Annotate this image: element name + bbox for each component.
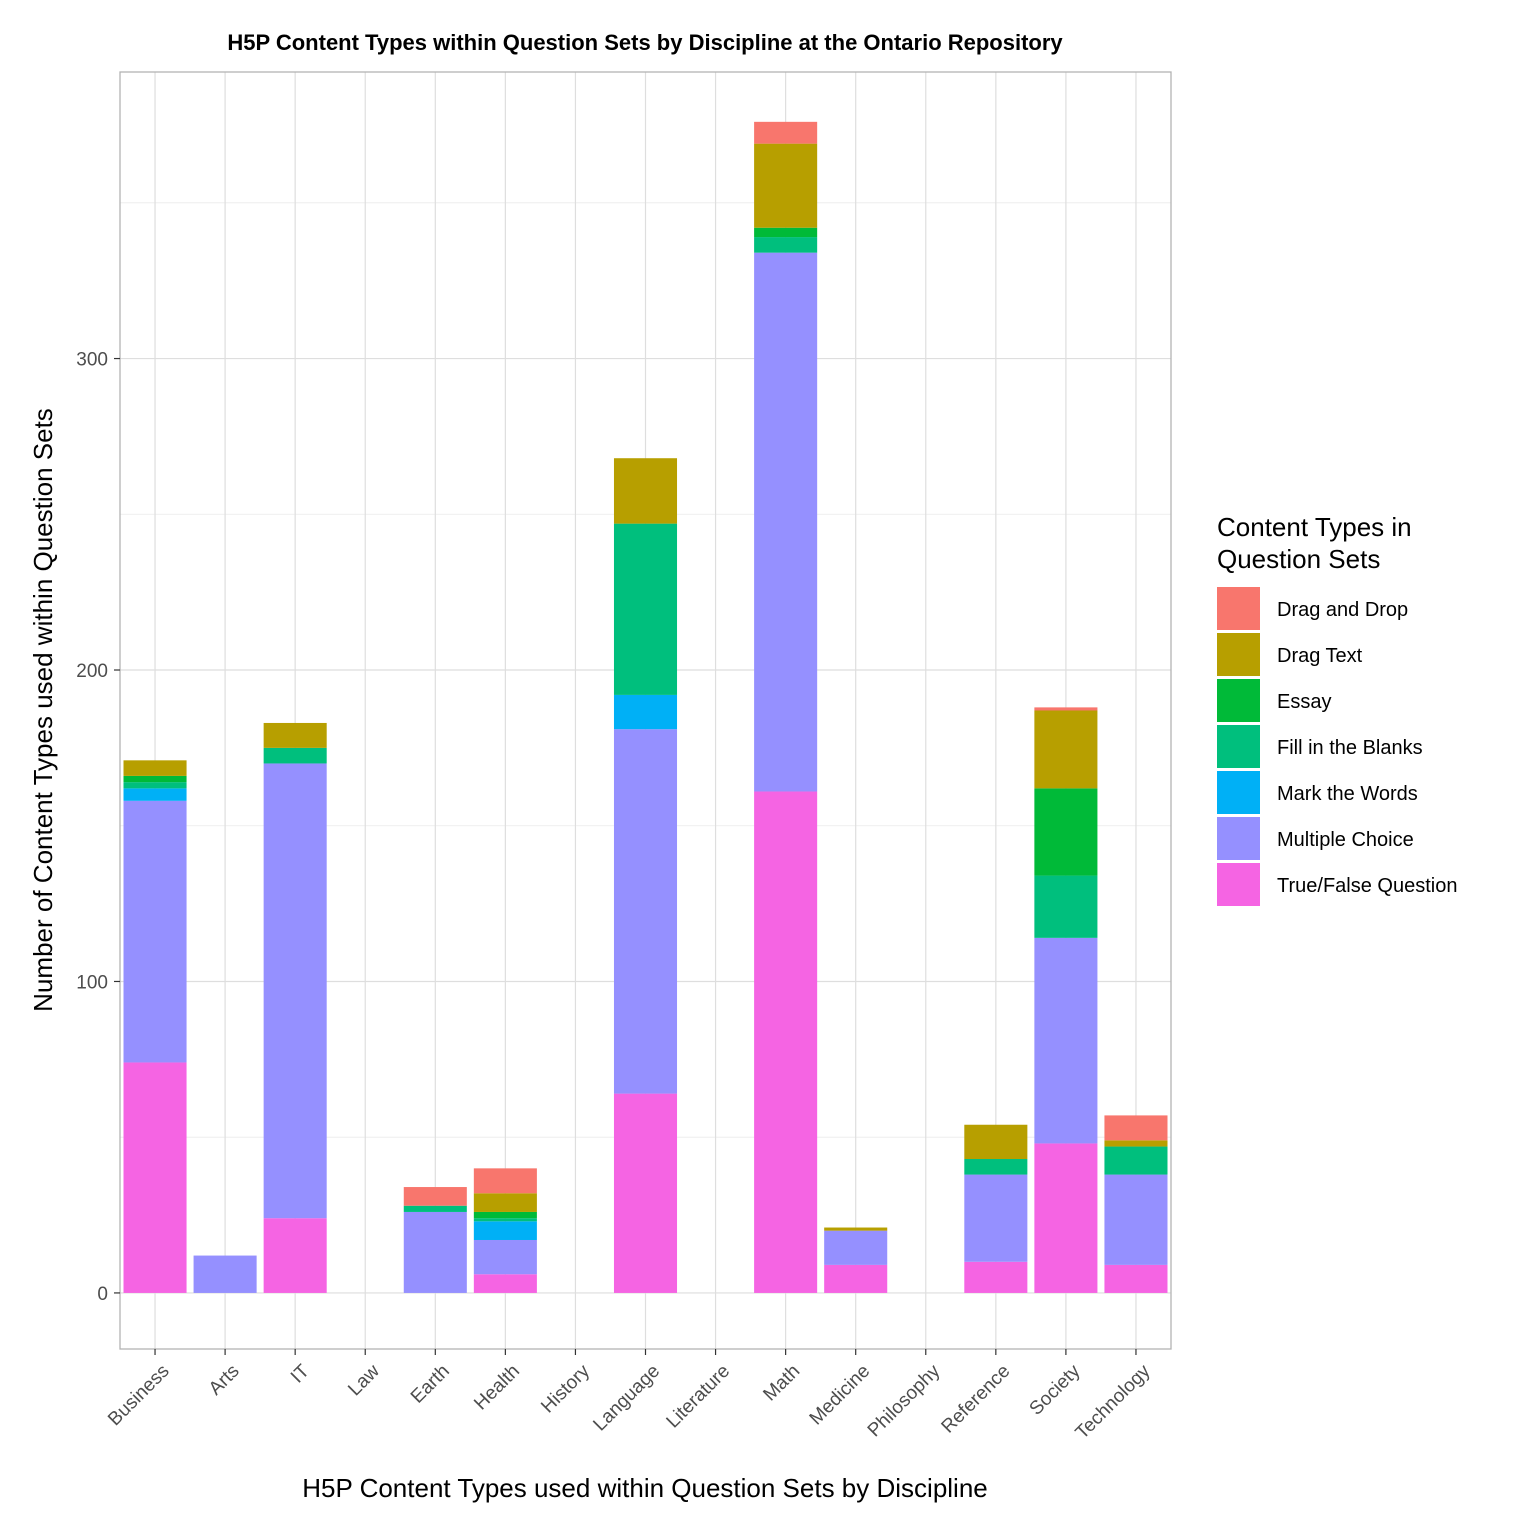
x-tick-label-history: History bbox=[537, 1360, 594, 1417]
x-tick-label-reference: Reference bbox=[938, 1361, 1015, 1438]
bar-segment-technology-multiple-choice bbox=[1104, 1174, 1168, 1265]
bar-segment-technology-fill-in-the-blanks bbox=[1104, 1146, 1168, 1175]
bar-segment-business-essay bbox=[123, 775, 187, 783]
bar-segment-business-multiple-choice bbox=[123, 800, 187, 1063]
x-tick-label-earth: Earth bbox=[407, 1361, 454, 1408]
bar-segment-reference-fill-in-the-blanks bbox=[964, 1159, 1028, 1175]
x-axis-title: H5P Content Types used within Question S… bbox=[302, 1473, 988, 1503]
bar-segment-language-multiple-choice bbox=[613, 729, 678, 1094]
plot-panel: 0 100 200 300 Business Arts IT Law Earth Health Hi… bbox=[76, 71, 1172, 1444]
bar-segment-earth-multiple-choice bbox=[403, 1211, 467, 1293]
legend-label-essay: Essay bbox=[1277, 691, 1331, 713]
bar-segment-medicine-multiple-choice bbox=[824, 1230, 888, 1265]
bar-segment-earth-fill-in-the-blanks bbox=[403, 1205, 467, 1212]
bar-segment-society-essay bbox=[1034, 788, 1098, 876]
bar-segment-society-drag-text bbox=[1034, 710, 1098, 789]
bar-segment-language-fill-in-the-blanks bbox=[613, 523, 678, 695]
legend-label-true-false-question: True/False Question bbox=[1277, 875, 1457, 897]
x-tick-label-literature: Literature bbox=[663, 1361, 735, 1433]
bar-segment-technology-drag-text bbox=[1104, 1140, 1168, 1147]
bar-segment-math-fill-in-the-blanks bbox=[754, 237, 818, 253]
x-tick-label-arts: Arts bbox=[205, 1361, 244, 1400]
bar-segment-language-mark-the-words bbox=[613, 694, 678, 730]
bar-segment-health-drag-text bbox=[473, 1193, 537, 1212]
legend-label-drag-and-drop: Drag and Drop bbox=[1277, 599, 1408, 621]
legend-label-fill-in-the-blanks: Fill in the Blanks bbox=[1277, 737, 1423, 759]
legend-swatch-drag-text bbox=[1217, 633, 1260, 676]
bar-segment-society-drag-and-drop bbox=[1034, 707, 1098, 711]
bar-segment-technology-true-false-question bbox=[1104, 1264, 1168, 1293]
x-tick-label-law: Law bbox=[344, 1361, 384, 1401]
x-tick-label-business: Business bbox=[104, 1361, 173, 1430]
x-tick-label-language: Language bbox=[589, 1361, 664, 1436]
x-tick-label-technology: Technology bbox=[1072, 1360, 1155, 1443]
bar-segment-it-multiple-choice bbox=[263, 763, 327, 1219]
legend-label-mark-the-words: Mark the Words bbox=[1277, 783, 1418, 805]
bar-segment-arts-multiple-choice bbox=[193, 1255, 257, 1293]
legend-swatch-fill-in-the-blanks bbox=[1217, 725, 1260, 768]
bar-segment-language-drag-text bbox=[613, 458, 678, 524]
bar-segment-medicine-drag-text bbox=[824, 1227, 888, 1231]
legend-swatch-essay bbox=[1217, 679, 1260, 722]
bar-segment-business-fill-in-the-blanks bbox=[123, 782, 187, 789]
legend-title-line-2: Question Sets bbox=[1217, 544, 1380, 574]
y-axis-title: Number of Content Types used within Ques… bbox=[28, 408, 58, 1012]
bar-segment-it-true-false-question bbox=[263, 1218, 327, 1293]
y-tick-label: 100 bbox=[76, 972, 108, 993]
x-tick-label-society: Society bbox=[1026, 1360, 1085, 1419]
legend-items: Drag and Drop Drag Text Essay Fill in the B… bbox=[1217, 587, 1457, 906]
x-tick-label-medicine: Medicine bbox=[806, 1361, 875, 1430]
bar-segment-society-fill-in-the-blanks bbox=[1034, 875, 1098, 938]
chart-title: H5P Content Types within Question Sets b… bbox=[227, 30, 1063, 55]
x-tick-label-math: Math bbox=[759, 1361, 804, 1406]
legend-label-multiple-choice: Multiple Choice bbox=[1277, 829, 1414, 851]
legend-title-line-1: Content Types in bbox=[1217, 512, 1412, 542]
legend-swatch-drag-and-drop bbox=[1217, 587, 1260, 630]
bar-segment-health-multiple-choice bbox=[473, 1239, 537, 1275]
bar-segment-society-multiple-choice bbox=[1034, 937, 1098, 1144]
legend-swatch-multiple-choice bbox=[1217, 817, 1260, 860]
bar-segment-it-fill-in-the-blanks bbox=[263, 747, 327, 764]
y-tick-label: 200 bbox=[76, 661, 108, 682]
bar-segment-health-essay bbox=[473, 1211, 537, 1219]
bar-segment-society-true-false-question bbox=[1034, 1143, 1098, 1293]
bar-segment-health-fill-in-the-blanks bbox=[473, 1218, 537, 1222]
bars bbox=[123, 121, 1168, 1293]
x-axis: Business Arts IT Law Earth Health HistoryLangu… bbox=[104, 1349, 1155, 1444]
bar-segment-math-multiple-choice bbox=[754, 252, 818, 792]
bar-segment-medicine-true-false-question bbox=[824, 1264, 888, 1293]
x-tick-label-it: IT bbox=[287, 1360, 314, 1387]
bar-segment-math-drag-and-drop bbox=[754, 121, 818, 144]
bar-segment-earth-drag-and-drop bbox=[403, 1187, 467, 1206]
legend-swatch-true-false-question bbox=[1217, 863, 1260, 906]
y-tick-label: 0 bbox=[97, 1284, 108, 1305]
bar-segment-language-true-false-question bbox=[613, 1093, 678, 1293]
bar-segment-health-true-false-question bbox=[473, 1274, 537, 1293]
y-tick-label: 300 bbox=[76, 350, 108, 371]
x-tick-label-health: Health bbox=[470, 1361, 524, 1415]
bar-segment-business-true-false-question bbox=[123, 1062, 187, 1293]
bar-segment-reference-multiple-choice bbox=[964, 1174, 1028, 1262]
bar-segment-math-drag-text bbox=[754, 143, 818, 228]
bar-segment-math-true-false-question bbox=[754, 791, 818, 1293]
y-axis: 0 100 200 300 bbox=[76, 350, 120, 1305]
bar-segment-technology-drag-and-drop bbox=[1104, 1115, 1168, 1141]
legend-swatch-mark-the-words bbox=[1217, 771, 1260, 814]
bar-segment-health-drag-and-drop bbox=[473, 1168, 537, 1194]
bar-segment-health-mark-the-words bbox=[473, 1221, 537, 1240]
legend-label-drag-text: Drag Text bbox=[1277, 645, 1363, 667]
bar-segment-business-mark-the-words bbox=[123, 788, 187, 801]
x-tick-label-philosophy: Philosophy bbox=[864, 1360, 945, 1441]
bar-segment-math-essay bbox=[754, 227, 818, 238]
bar-segment-reference-drag-text bbox=[964, 1124, 1028, 1160]
bar-segment-business-drag-text bbox=[123, 760, 187, 776]
legend: Content Types in Question Sets Drag and … bbox=[1217, 512, 1457, 906]
bar-segment-reference-true-false-question bbox=[964, 1261, 1028, 1293]
bar-segment-it-drag-text bbox=[263, 722, 327, 748]
